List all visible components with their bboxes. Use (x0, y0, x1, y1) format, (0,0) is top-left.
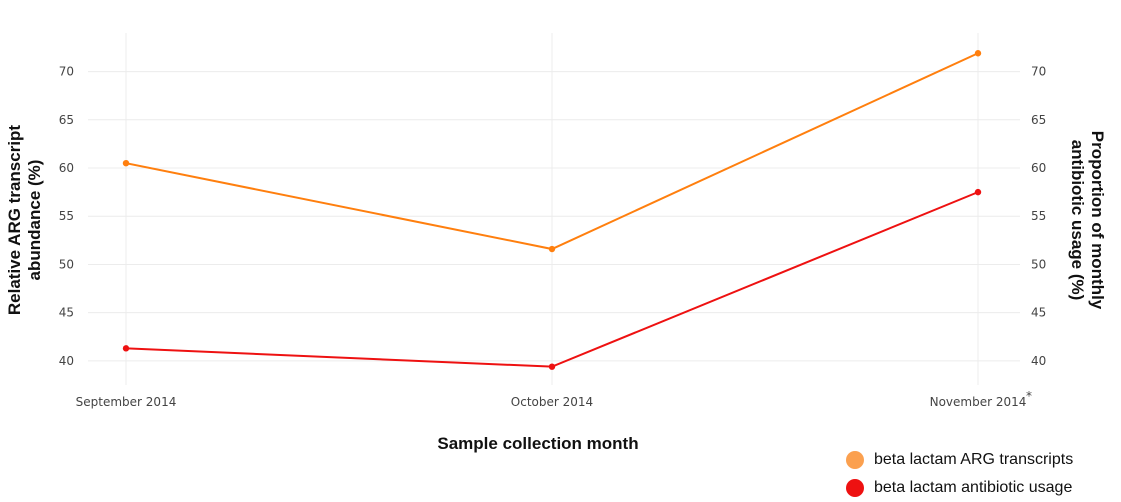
y-axis-left: 40 45 50 55 60 65 70 (59, 65, 74, 368)
y-tick-label-left: 40 (59, 354, 74, 368)
legend-label: beta lactam antibiotic usage (874, 479, 1073, 496)
x-tick-label: November 2014 (930, 395, 1027, 409)
x-axis-title: Sample collection month (437, 434, 638, 453)
y-tick-label-left: 65 (59, 113, 74, 127)
legend-item-arg-transcripts[interactable]: beta lactam ARG transcripts (846, 446, 1073, 474)
legend-swatch-circle-icon (846, 451, 864, 469)
y-tick-label-right: 40 (1031, 354, 1046, 368)
y-tick-label-left: 55 (59, 209, 74, 223)
gridlines (88, 33, 1020, 385)
data-point (548, 245, 556, 253)
data-point (974, 50, 982, 57)
x-tick-label: September 2014 (76, 395, 177, 409)
x-tick-note: * (1026, 389, 1032, 403)
y-tick-label-left: 70 (59, 65, 74, 79)
y-axis-right-title-line2: antibiotic usage (%) (1068, 140, 1087, 301)
y-tick-label-right: 60 (1031, 161, 1046, 175)
y-tick-label-right: 70 (1031, 65, 1046, 79)
data-point (548, 363, 556, 370)
legend-swatch-circle-icon (846, 479, 864, 497)
y-tick-label-left: 50 (59, 257, 74, 271)
y-axis-left-title-line2: abundance (%) (25, 160, 44, 281)
data-point (974, 188, 982, 196)
y-axis-right-title-line1: Proportion of monthly (1088, 131, 1107, 310)
x-axis: September 2014 October 2014 November 2014 * (76, 389, 1032, 409)
data-point (122, 345, 130, 352)
x-tick-label: October 2014 (511, 395, 593, 409)
y-tick-label-right: 50 (1031, 257, 1046, 271)
data-point (122, 159, 130, 167)
y-tick-label-left: 60 (59, 161, 74, 175)
y-axis-left-title-line1: Relative ARG transcript (5, 125, 24, 316)
y-tick-label-right: 65 (1031, 113, 1046, 127)
y-tick-label-right: 45 (1031, 306, 1046, 320)
series-group (122, 50, 982, 370)
y-axis-right: 40 45 50 55 60 65 70 (1031, 65, 1046, 368)
y-tick-label-left: 45 (59, 306, 74, 320)
legend-label: beta lactam ARG transcripts (874, 451, 1074, 468)
legend-item-antibiotic-usage[interactable]: beta lactam antibiotic usage (846, 474, 1073, 502)
y-tick-label-right: 55 (1031, 209, 1046, 223)
legend: beta lactam ARG transcripts beta lactam … (846, 446, 1073, 502)
